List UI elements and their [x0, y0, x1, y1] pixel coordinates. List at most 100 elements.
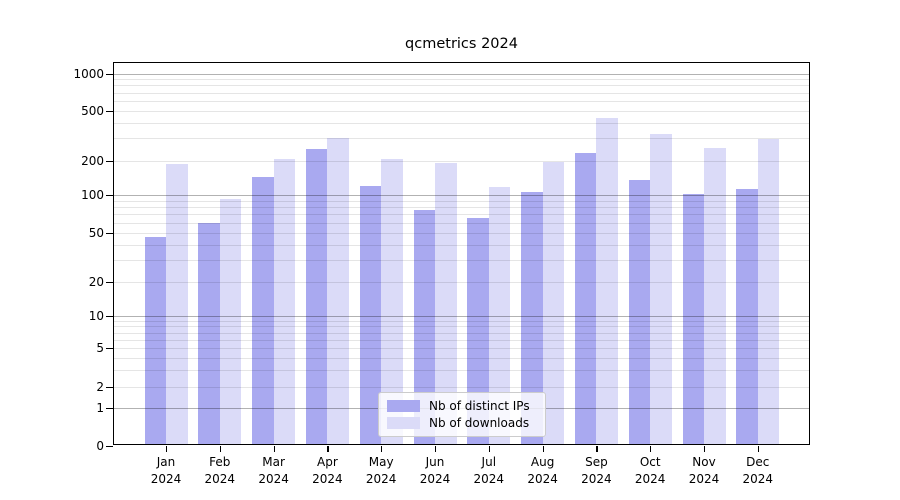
gridline-300 [113, 138, 810, 140]
y-tick-label-500: 500 [81, 103, 104, 118]
gridline-500 [113, 110, 810, 112]
bar-distinct-ips [144, 237, 166, 446]
legend-row-downloads: Nb of downloads [379, 416, 545, 430]
bar-distinct-ips [198, 222, 220, 446]
bar-downloads [273, 159, 296, 446]
x-tick-mark [435, 445, 437, 452]
gridline-600 [113, 100, 810, 102]
x-tick-mark [381, 445, 383, 452]
y-tick-mark [106, 73, 113, 75]
gridline-8 [113, 326, 810, 328]
y-tick-mark [106, 316, 113, 318]
legend-swatch-downloads [387, 417, 420, 429]
x-tick-label-mar: Mar 2024 [258, 454, 289, 486]
bar-downloads [596, 117, 618, 446]
y-tick-label-1000: 1000 [73, 66, 104, 81]
gridline-20 [113, 281, 810, 283]
x-tick-label-feb: Feb 2024 [204, 454, 236, 486]
gridline-100 [113, 195, 810, 196]
gridline-6 [113, 339, 810, 341]
plot-area: Nb of distinct IPs Nb of downloads [113, 62, 810, 446]
bar-distinct-ips [736, 189, 758, 446]
gridline-800 [113, 85, 810, 87]
y-tick-label-50: 50 [88, 225, 104, 240]
bar-distinct-ips [359, 185, 382, 446]
x-tick-label-nov: Nov 2024 [688, 454, 720, 486]
y-tick-label-1: 1 [96, 401, 104, 415]
y-tick-mark [106, 110, 113, 112]
gridline-1000 [113, 73, 810, 75]
y-tick-mark [106, 348, 113, 350]
bar-downloads [219, 198, 242, 446]
legend-swatch-distinct-ips [387, 400, 420, 412]
gridline-7 [113, 332, 810, 334]
y-tick-label-20: 20 [88, 274, 104, 289]
legend-label-downloads: Nb of downloads [429, 416, 530, 430]
bar-distinct-ips [252, 177, 274, 446]
x-tick-label-sep: Sep 2024 [581, 454, 612, 486]
bar-downloads [327, 138, 349, 446]
bar-downloads [435, 162, 457, 446]
x-tick-mark [542, 445, 544, 452]
y-tick-label-5: 5 [96, 341, 104, 356]
gridline-50 [113, 232, 810, 234]
chart-title: qcmetrics 2024 [405, 36, 518, 52]
y-tick-mark [106, 445, 113, 447]
y-tick-label-2: 2 [96, 380, 104, 394]
bar-downloads [542, 161, 565, 446]
x-tick-label-aug: Aug 2024 [527, 454, 558, 486]
x-tick-label-jun: Jun 2024 [419, 454, 451, 486]
gridline-5 [113, 348, 810, 350]
gridline-30 [113, 260, 810, 262]
x-tick-label-jul: Jul 2024 [473, 454, 505, 486]
y-tick-mark [106, 160, 113, 162]
bar-downloads [757, 139, 780, 446]
y-tick-label-10: 10 [88, 309, 104, 323]
legend-row-distinct-ips: Nb of distinct IPs [379, 399, 545, 413]
x-tick-label-may: May 2024 [365, 454, 397, 486]
gridline-80 [113, 207, 810, 209]
gridline-700 [113, 92, 810, 94]
y-tick-mark [106, 232, 113, 234]
y-tick-mark [106, 387, 113, 389]
gridline-900 [113, 79, 810, 81]
x-tick-mark [166, 445, 168, 452]
gridline-90 [113, 200, 810, 202]
bar-distinct-ips [628, 180, 651, 446]
x-tick-mark [273, 445, 275, 452]
gridline-400 [113, 122, 810, 124]
x-tick-label-apr: Apr 2024 [312, 454, 343, 486]
x-tick-mark [596, 445, 598, 452]
gridline-60 [113, 222, 810, 224]
x-tick-mark [327, 445, 329, 452]
y-tick-label-200: 200 [81, 153, 104, 168]
bar-distinct-ips [521, 191, 543, 446]
gridline-3 [113, 369, 810, 371]
bar-downloads [650, 133, 672, 446]
y-tick-label-100: 100 [81, 188, 104, 202]
grid-layer [113, 62, 810, 445]
gridline-200 [113, 160, 810, 162]
bars-layer [113, 62, 810, 446]
x-tick-label-jan: Jan 2024 [150, 454, 182, 486]
bar-distinct-ips [574, 153, 597, 446]
bar-distinct-ips [467, 217, 489, 446]
y-tick-mark [106, 281, 113, 283]
legend-label-distinct-ips: Nb of distinct IPs [429, 399, 530, 413]
gridline-2 [113, 387, 810, 388]
x-tick-mark [704, 445, 706, 452]
x-tick-mark [219, 445, 221, 452]
y-tick-mark [106, 408, 113, 410]
gridline-9 [113, 320, 810, 322]
bar-downloads [166, 164, 188, 446]
gridline-4 [113, 357, 810, 359]
y-tick-mark [106, 195, 113, 197]
x-tick-label-dec: Dec 2024 [742, 454, 774, 486]
x-tick-mark [650, 445, 652, 452]
gridline-40 [113, 244, 810, 246]
x-tick-label-oct: Oct 2024 [634, 454, 666, 486]
x-tick-mark [488, 445, 490, 452]
gridline-70 [113, 214, 810, 216]
bar-distinct-ips [305, 149, 328, 446]
